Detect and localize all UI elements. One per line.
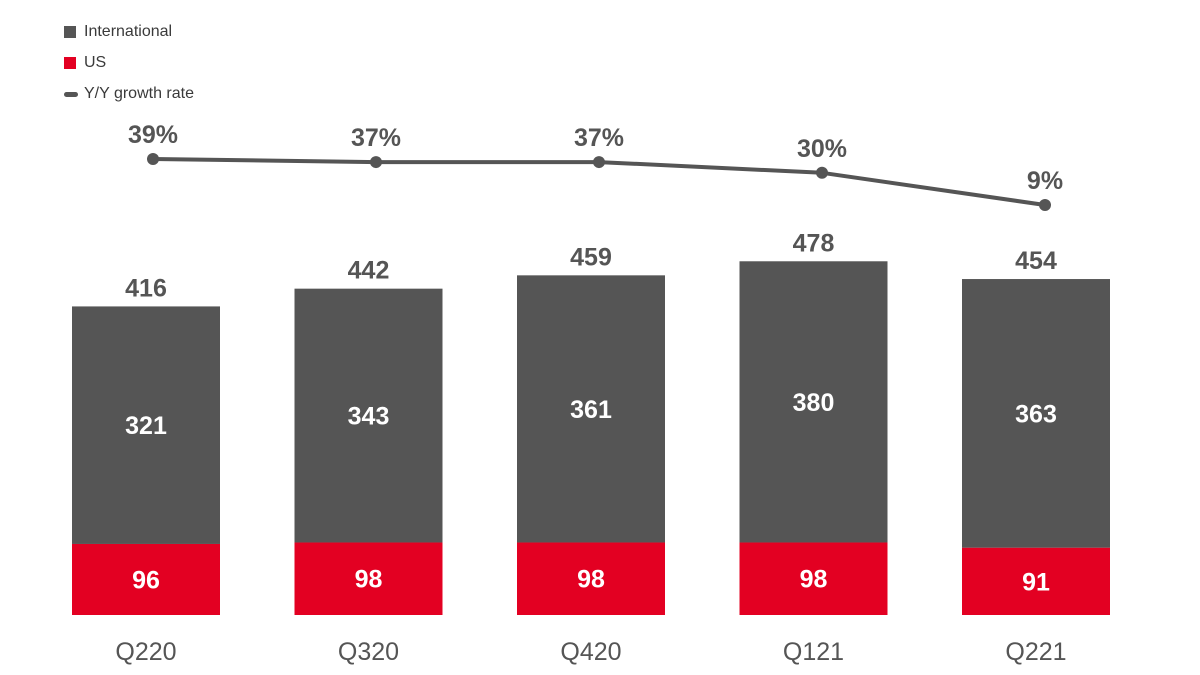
legend-swatch-us <box>64 57 76 69</box>
bar-us-Q420 <box>517 542 665 615</box>
label-us-Q320: 98 <box>355 566 383 594</box>
growth-label-Q121: 30% <box>797 135 847 163</box>
bar-us-Q220 <box>72 543 220 615</box>
label-us-Q121: 98 <box>800 566 828 594</box>
category-label-Q320: Q320 <box>338 638 399 666</box>
bar-us-Q221 <box>962 547 1110 615</box>
label-international-Q420: 361 <box>570 396 612 424</box>
category-label-Q220: Q220 <box>115 638 176 666</box>
label-total-Q121: 478 <box>793 229 835 257</box>
category-label-Q221: Q221 <box>1005 638 1066 666</box>
bar-international-Q221 <box>962 279 1110 548</box>
growth-point-Q320 <box>370 156 382 169</box>
growth-point-Q121 <box>816 166 828 179</box>
growth-label-Q221: 9% <box>1027 167 1063 195</box>
label-us-Q221: 91 <box>1022 568 1050 596</box>
legend-swatch-international <box>64 26 76 38</box>
category-label-Q420: Q420 <box>560 638 621 666</box>
label-total-Q221: 454 <box>1015 247 1057 275</box>
growth-label-Q220: 39% <box>128 121 178 149</box>
growth-label-Q420: 37% <box>574 124 624 152</box>
growth-point-Q220 <box>147 153 159 165</box>
labels-group: 96 321 416 Q220 98 343 442 Q320 98 361 459 Q420 98 38… <box>115 229 1066 666</box>
label-international-Q221: 363 <box>1015 400 1057 428</box>
bar-international-Q320 <box>294 288 443 543</box>
legend-item-growth: Y/Y growth rate <box>64 84 194 104</box>
label-total-Q220: 416 <box>125 274 167 302</box>
bar-international-Q420 <box>517 275 665 543</box>
bars-group <box>72 261 1110 615</box>
legend-item-international: International <box>64 22 194 42</box>
bar-international-Q121 <box>739 261 888 543</box>
label-international-Q320: 343 <box>348 403 390 431</box>
label-us-Q420: 98 <box>577 566 605 594</box>
bar-us-Q320 <box>294 542 443 615</box>
bar-us-Q121 <box>739 542 888 615</box>
chart-legend: International US Y/Y growth rate <box>64 22 194 104</box>
growth-line-group: 39% 37% 37% 30% 9% <box>128 121 1063 211</box>
label-international-Q121: 380 <box>793 389 835 417</box>
growth-point-Q420 <box>593 156 605 169</box>
growth-point-Q221 <box>1039 199 1051 211</box>
label-total-Q320: 442 <box>348 257 390 285</box>
label-international-Q220: 321 <box>125 412 167 440</box>
growth-label-Q320: 37% <box>351 124 401 152</box>
label-us-Q220: 96 <box>132 566 160 594</box>
legend-label-us: US <box>84 54 107 71</box>
legend-label-growth: Y/Y growth rate <box>84 85 194 102</box>
legend-item-us: US <box>64 53 194 73</box>
category-label-Q121: Q121 <box>783 638 844 666</box>
label-total-Q420: 459 <box>570 243 612 271</box>
legend-line-growth <box>64 91 78 97</box>
bar-international-Q220 <box>72 306 220 544</box>
legend-label-international: International <box>84 23 173 40</box>
